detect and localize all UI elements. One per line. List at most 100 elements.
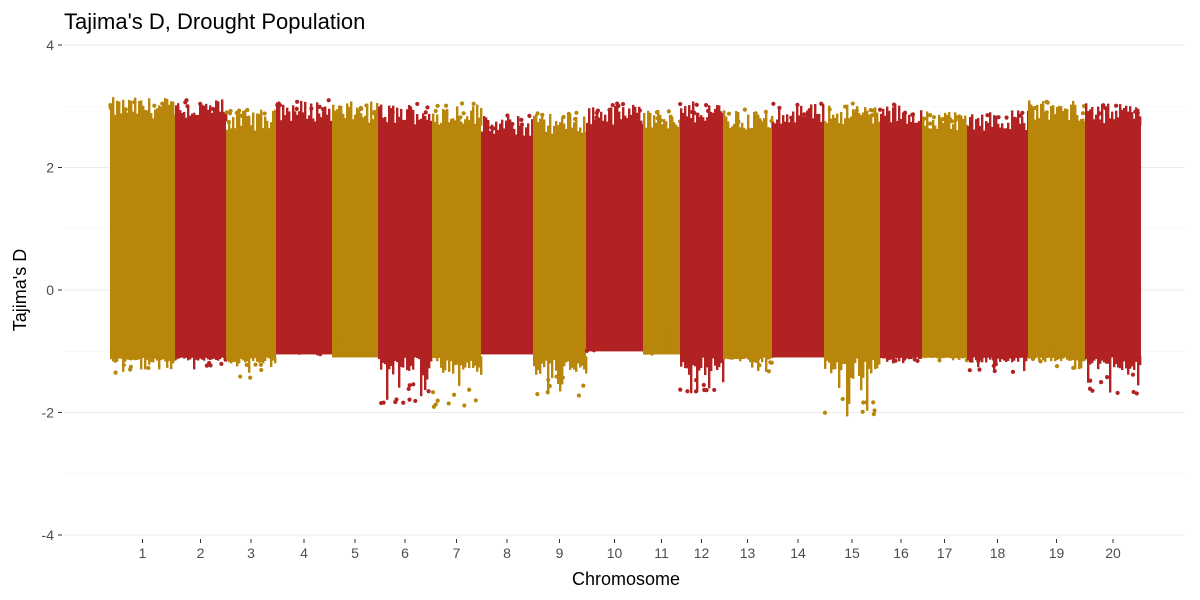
point-spike (1119, 356, 1122, 369)
point-spike (1054, 114, 1057, 123)
data-point (843, 104, 848, 109)
point-spike (256, 113, 259, 132)
point-spike (872, 356, 875, 360)
point-spike (850, 116, 853, 126)
point-spike (398, 356, 401, 388)
point-spike (503, 353, 506, 355)
point-spike (426, 356, 429, 380)
data-point (353, 114, 359, 119)
data-point (326, 98, 331, 103)
point-spike (485, 353, 488, 355)
data-point (221, 348, 226, 353)
point-spike (638, 106, 641, 126)
data-point (415, 101, 420, 107)
point-spike (1107, 103, 1110, 126)
point-spike (128, 99, 131, 120)
point-spike (1074, 356, 1077, 370)
point-spike (555, 121, 558, 135)
data-point (1097, 111, 1102, 116)
point-spike (710, 356, 713, 372)
point-spike (667, 128, 670, 132)
x-tick-label: 15 (844, 545, 860, 561)
data-point (407, 383, 412, 388)
point-spike (1001, 123, 1004, 132)
data-point (425, 105, 430, 110)
point-spike (197, 356, 200, 361)
x-tick-label: 14 (790, 545, 806, 561)
data-point (666, 109, 671, 114)
data-point (695, 112, 700, 117)
chromosome-1-points (108, 97, 177, 375)
point-spike (478, 356, 481, 368)
point-spike (1121, 356, 1124, 371)
point-spike (264, 356, 267, 362)
point-spike (842, 124, 845, 126)
point-spike (577, 131, 580, 135)
point-spike (665, 353, 668, 355)
point-spike (456, 356, 459, 365)
point-spike (765, 112, 768, 132)
data-point (584, 348, 590, 354)
point-spike (1021, 116, 1024, 132)
point-spike (412, 109, 415, 126)
point-spike (424, 356, 427, 391)
point-spike (774, 356, 777, 358)
data-point (818, 349, 823, 354)
point-spike (420, 356, 423, 397)
point-spike (565, 356, 568, 363)
data-point (947, 117, 952, 122)
data-point (1010, 369, 1016, 374)
point-spike (757, 114, 760, 132)
data-point (262, 111, 267, 116)
point-spike (234, 356, 237, 362)
point-spike (1131, 356, 1134, 367)
point-spike (898, 105, 901, 126)
data-point (702, 387, 707, 393)
data-point (902, 356, 907, 361)
point-spike (217, 101, 220, 122)
point-spike (832, 356, 835, 370)
point-spike (350, 356, 353, 358)
point-spike (324, 106, 327, 123)
point-spike (657, 109, 660, 132)
point-spike (940, 117, 943, 132)
chromosome-4-points (275, 98, 333, 357)
point-spike (334, 110, 337, 124)
point-spike (1056, 356, 1059, 360)
data-point (692, 110, 697, 115)
point-spike (661, 124, 664, 132)
point-spike (755, 114, 758, 132)
point-spike (836, 113, 839, 126)
point-spike (230, 356, 233, 364)
point-spike (266, 356, 269, 358)
point-spike (880, 356, 883, 359)
point-spike (254, 130, 257, 132)
point-spike (638, 350, 641, 352)
point-spike (563, 123, 566, 135)
point-spike (551, 133, 554, 135)
data-point (596, 332, 601, 337)
point-spike (759, 118, 762, 132)
point-spike (314, 121, 317, 123)
point-spike (1133, 118, 1136, 126)
point-spike (868, 356, 871, 369)
point-spike (191, 356, 194, 358)
point-spike (288, 353, 291, 355)
point-spike (896, 120, 899, 126)
point-spike (1095, 114, 1098, 126)
data-point (566, 111, 571, 116)
point-spike (655, 353, 658, 355)
point-spike (579, 127, 582, 135)
point-spike (1139, 356, 1142, 366)
point-spike (481, 131, 484, 138)
data-point (840, 396, 845, 402)
point-spike (312, 353, 315, 355)
dense-point-band (432, 124, 481, 358)
point-spike (583, 116, 586, 135)
point-spike (535, 114, 538, 135)
point-spike (834, 356, 837, 370)
point-spike (424, 116, 427, 126)
point-spike (1129, 106, 1132, 126)
point-spike (632, 104, 635, 126)
point-spike (1038, 356, 1041, 362)
